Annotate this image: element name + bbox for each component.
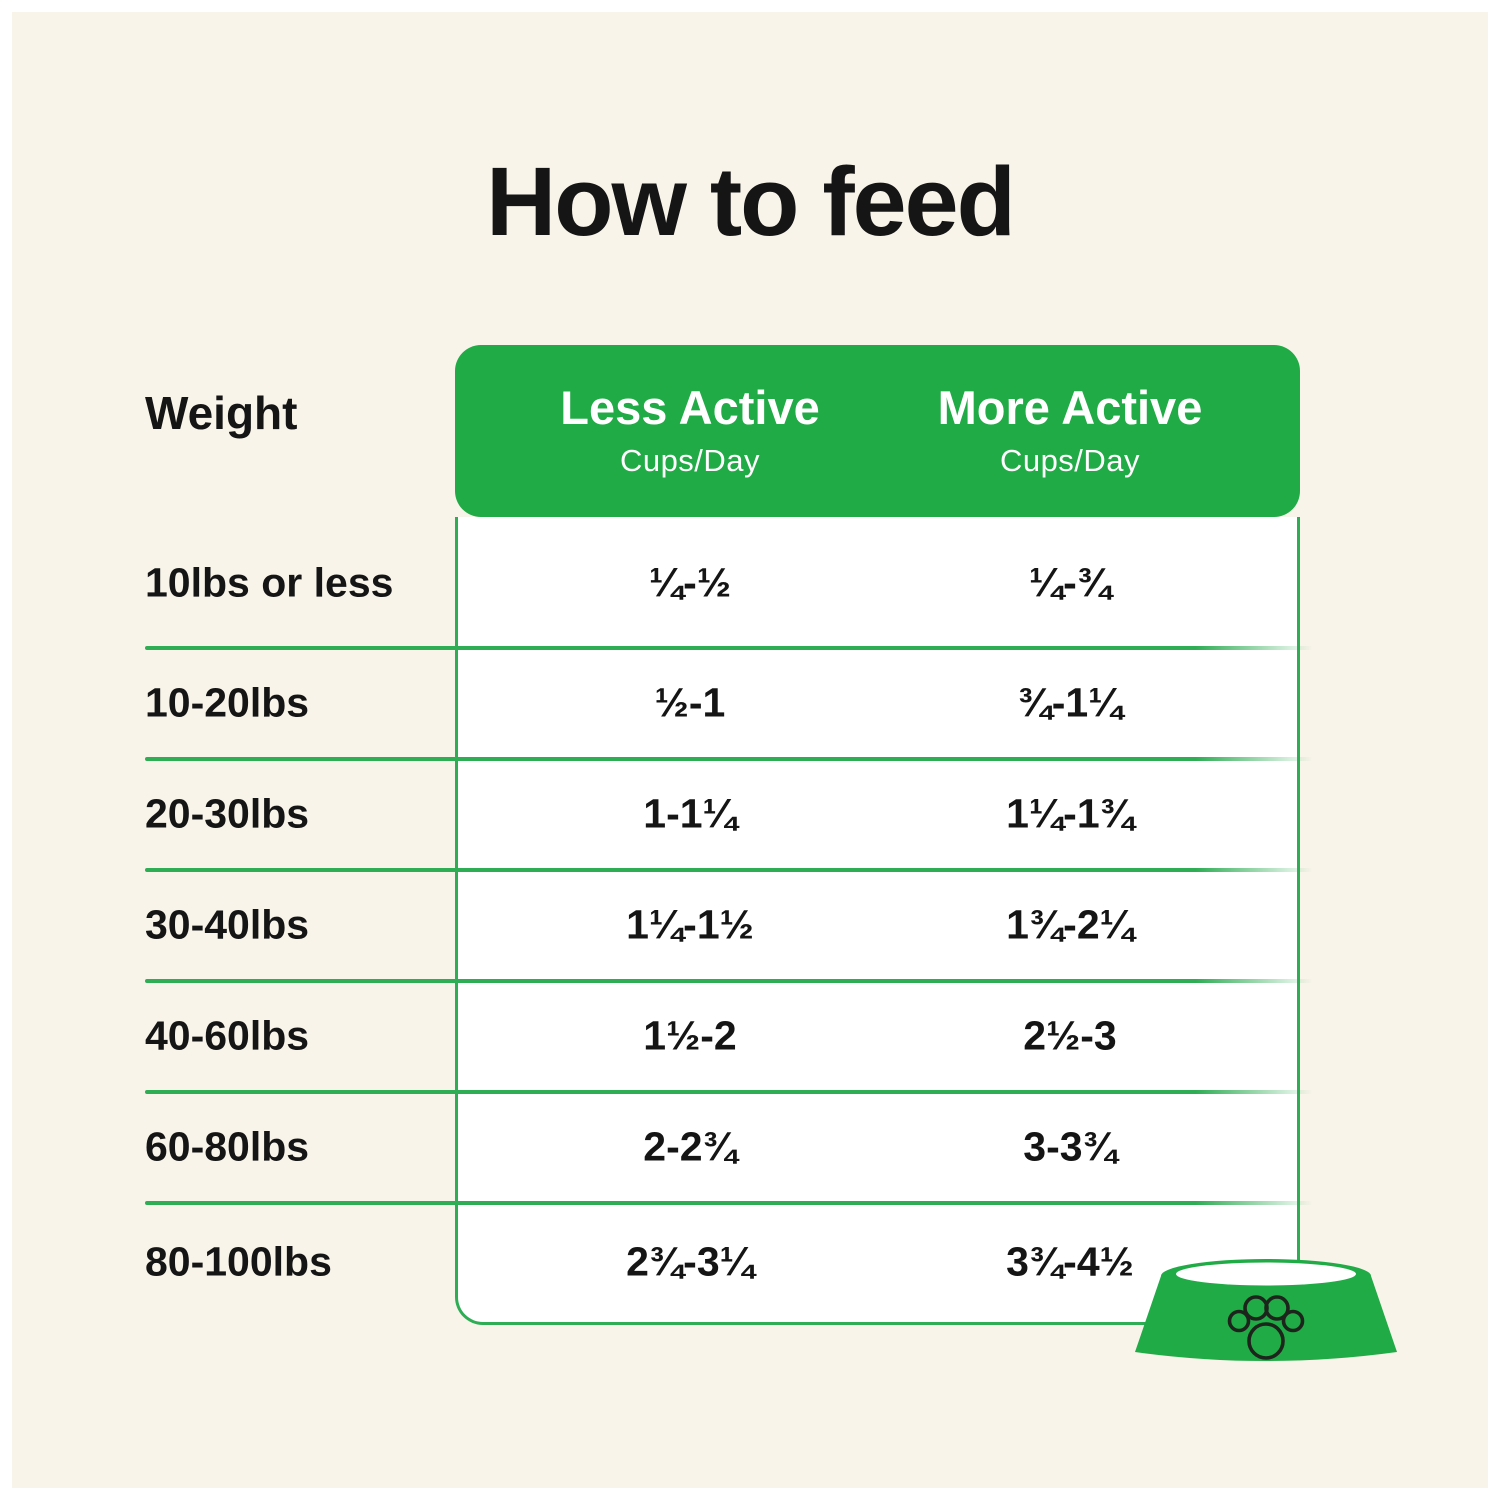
column-header-more-active: More Active Cups/Day — [880, 382, 1260, 479]
more-active-cell: ¼-¾ — [1028, 559, 1112, 606]
more-active-cell: 3-3¾ — [1023, 1123, 1117, 1170]
less-active-cell: 2-2¾ — [643, 1123, 737, 1170]
less-active-cell: ½-1 — [654, 679, 726, 726]
table-body — [455, 517, 1300, 1325]
weight-cell: 20-30lbs — [145, 790, 310, 837]
more-active-cell: 3¾-4½ — [1006, 1238, 1134, 1285]
less-active-cell: 1-1¼ — [643, 790, 737, 837]
table-header: Less Active Cups/Day More Active Cups/Da… — [455, 345, 1300, 517]
weight-cell: 60-80lbs — [145, 1123, 310, 1170]
more-active-cell: 1¼-1¾ — [1006, 790, 1134, 837]
dog-bowl-icon — [1135, 1259, 1397, 1361]
row-divider — [145, 646, 1313, 650]
row-divider — [145, 868, 1313, 872]
more-active-cell: ¾-1¼ — [1017, 679, 1123, 726]
weight-cell: 40-60lbs — [145, 1012, 310, 1059]
paw-print-icon — [1227, 1295, 1305, 1360]
row-divider — [145, 1090, 1313, 1094]
weight-column-header: Weight — [145, 387, 298, 439]
less-active-cell: 2¾-3¼ — [626, 1238, 754, 1285]
weight-cell: 30-40lbs — [145, 901, 310, 948]
row-divider — [145, 1201, 1313, 1205]
column-header-less-active: Less Active Cups/Day — [480, 382, 900, 479]
page-title: How to feed — [486, 147, 1016, 256]
weight-cell: 80-100lbs — [145, 1238, 332, 1285]
more-active-cell: 2½-3 — [1023, 1012, 1117, 1059]
weight-cell: 10lbs or less — [145, 559, 394, 606]
weight-cell: 10-20lbs — [145, 679, 310, 726]
column-label: More Active — [937, 381, 1203, 434]
less-active-cell: 1¼-1½ — [626, 901, 754, 948]
column-sublabel: Cups/Day — [999, 442, 1141, 478]
row-divider — [145, 757, 1313, 761]
less-active-cell: 1½-2 — [643, 1012, 737, 1059]
more-active-cell: 1¾-2¼ — [1006, 901, 1134, 948]
column-sublabel: Cups/Day — [619, 442, 761, 478]
column-label: Less Active — [560, 381, 820, 434]
less-active-cell: ¼-½ — [648, 559, 732, 606]
row-divider — [145, 979, 1313, 983]
